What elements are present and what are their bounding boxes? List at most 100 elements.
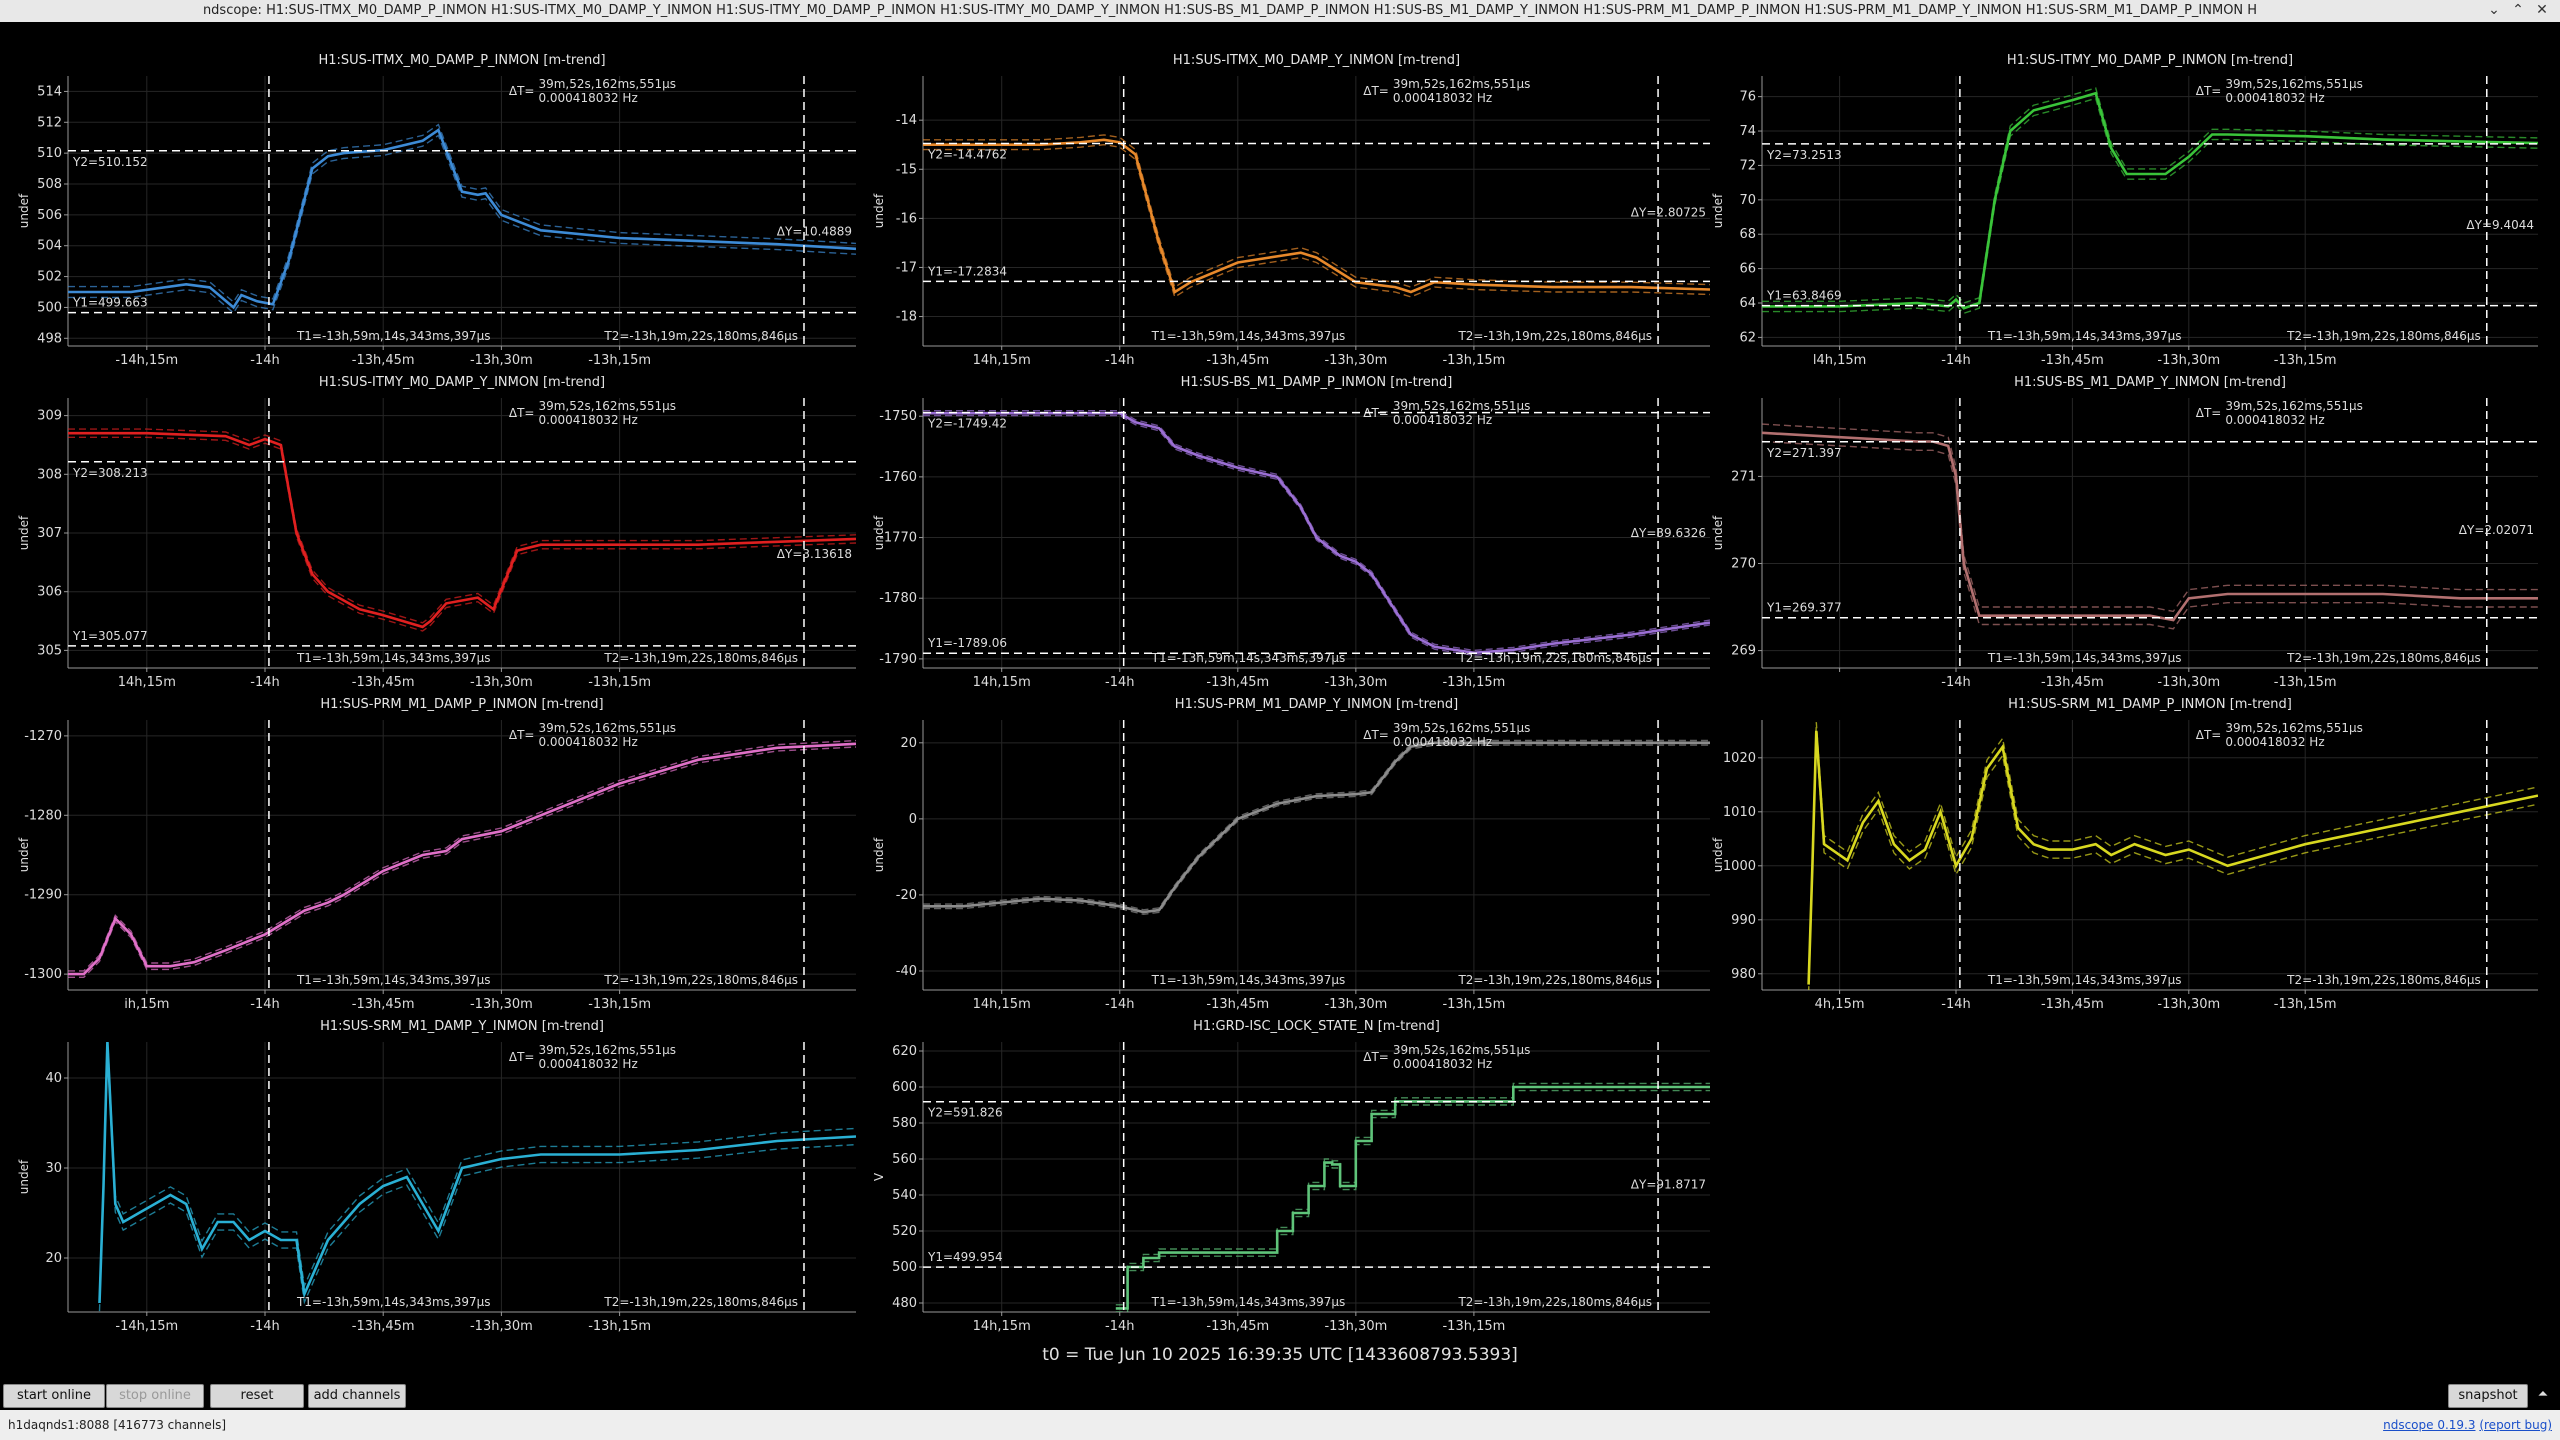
x-tick-label: -13h,45m bbox=[352, 353, 415, 368]
x-tick-label: -13h,45m bbox=[352, 1319, 415, 1334]
y-tick-label: 520 bbox=[892, 1224, 917, 1239]
add-channels-button[interactable]: add channels bbox=[308, 1384, 406, 1408]
y-tick-label: 66 bbox=[1739, 262, 1756, 277]
delta-y-label: ΔY=10.4889 bbox=[777, 225, 852, 239]
plot-panel-10[interactable]: H1:GRD-ISC_LOCK_STATE_N [m-trend] V 480 500… bbox=[872, 1019, 1710, 1334]
y-tick-label: -40 bbox=[896, 964, 917, 979]
y-axis-label: undef bbox=[872, 193, 886, 228]
channel-count: [416773 channels] bbox=[113, 1418, 227, 1432]
x-tick-label: -13h,15m bbox=[588, 997, 651, 1012]
delta-t-frequency: 0.000418032 Hz bbox=[1393, 735, 1492, 749]
x-tick-label: 4h,15m bbox=[1815, 997, 1865, 1012]
x-tick-label: -13h,45m bbox=[1206, 1319, 1269, 1334]
t1-cursor-label: T1=-13h,59m,14s,343ms,397μs bbox=[1151, 1295, 1346, 1309]
y2-cursor-label: Y2=510.152 bbox=[72, 155, 148, 169]
plot-panel-2[interactable]: H1:SUS-ITMY_M0_DAMP_P_INMON [m-trend] und… bbox=[1711, 53, 2538, 368]
delta-t-value: 39m,52s,162ms,551μs bbox=[538, 77, 676, 91]
minimize-icon[interactable]: ⌄ bbox=[2488, 2, 2500, 18]
y-tick-label: -14 bbox=[896, 113, 917, 128]
trace-max bbox=[923, 739, 1710, 911]
x-tick-label: -13h,30m bbox=[1324, 675, 1387, 690]
y-tick-label: 1020 bbox=[1723, 751, 1756, 766]
close-icon[interactable]: ✕ bbox=[2536, 2, 2548, 18]
delta-t-frequency: 0.000418032 Hz bbox=[538, 413, 637, 427]
t2-cursor-label: T2=-13h,19m,22s,180ms,846μs bbox=[603, 651, 798, 665]
snapshot-button[interactable]: snapshot bbox=[2448, 1384, 2528, 1408]
x-tick-label: -13h,30m bbox=[470, 353, 533, 368]
trace-group bbox=[1762, 423, 2538, 630]
plot-panel-3[interactable]: H1:SUS-ITMY_M0_DAMP_Y_INMON [m-trend] und… bbox=[17, 375, 856, 690]
plot-panel-5[interactable]: H1:SUS-BS_M1_DAMP_Y_INMON [m-trend] undef… bbox=[1711, 375, 2538, 690]
trace-min bbox=[68, 436, 856, 632]
y-tick-label: -16 bbox=[896, 211, 917, 226]
delta-t-value: 39m,52s,162ms,551μs bbox=[1393, 399, 1531, 413]
y-tick-label: 502 bbox=[37, 270, 62, 285]
delta-t-label: ΔT= bbox=[1363, 84, 1389, 98]
y-tick-label: 0 bbox=[909, 812, 917, 827]
y-tick-label: 306 bbox=[37, 585, 62, 600]
y-tick-label: 580 bbox=[892, 1116, 917, 1131]
delta-t-frequency: 0.000418032 Hz bbox=[1393, 91, 1492, 105]
plot-panel-6[interactable]: H1:SUS-PRM_M1_DAMP_P_INMON [m-trend] unde… bbox=[17, 697, 856, 1012]
x-tick-label: -14h,15m bbox=[115, 353, 178, 368]
plot-panel-1[interactable]: H1:SUS-ITMX_M0_DAMP_Y_INMON [m-trend] und… bbox=[872, 53, 1710, 368]
reset-button[interactable]: reset bbox=[210, 1384, 304, 1408]
expand-icon[interactable]: ⏶ bbox=[2532, 1384, 2554, 1406]
version-link[interactable]: ndscope 0.19.3 bbox=[2383, 1418, 2476, 1432]
plot-panel-9[interactable]: H1:SUS-SRM_M1_DAMP_Y_INMON [m-trend] unde… bbox=[17, 1019, 856, 1334]
trace-min bbox=[68, 746, 856, 978]
delta-t-frequency: 0.000418032 Hz bbox=[1393, 413, 1492, 427]
x-tick-label: -13h,15m bbox=[1442, 675, 1505, 690]
plot-canvas[interactable]: H1:SUS-ITMX_M0_DAMP_P_INMON [m-trend] und… bbox=[0, 22, 2560, 1382]
trace-max bbox=[1115, 1082, 1710, 1306]
plot-title: H1:SUS-ITMX_M0_DAMP_P_INMON [m-trend] bbox=[318, 53, 605, 68]
trace-min bbox=[923, 143, 1710, 298]
delta-t-value: 39m,52s,162ms,551μs bbox=[538, 399, 676, 413]
delta-y-label: ΔY=2.80725 bbox=[1631, 205, 1706, 219]
t1-cursor-label: T1=-13h,59m,14s,343ms,397μs bbox=[1151, 973, 1346, 987]
y-tick-label: 270 bbox=[1731, 556, 1756, 571]
t2-cursor-label: T2=-13h,19m,22s,180ms,846μs bbox=[603, 1295, 798, 1309]
x-tick-label: 14h,15m bbox=[118, 675, 176, 690]
t2-cursor-label: T2=-13h,19m,22s,180ms,846μs bbox=[1457, 329, 1652, 343]
y2-cursor-label: Y2=-14.4762 bbox=[927, 148, 1007, 162]
trace-max bbox=[1762, 423, 2538, 613]
trace-max bbox=[923, 410, 1710, 652]
start-online-button[interactable]: start online bbox=[3, 1384, 105, 1408]
plot-panel-7[interactable]: H1:SUS-PRM_M1_DAMP_Y_INMON [m-trend] unde… bbox=[872, 697, 1710, 1012]
t1-cursor-label: T1=-13h,59m,14s,343ms,397μs bbox=[296, 973, 491, 987]
delta-t-value: 39m,52s,162ms,551μs bbox=[1393, 721, 1531, 735]
plot-panel-4[interactable]: H1:SUS-BS_M1_DAMP_P_INMON [m-trend] undef… bbox=[872, 375, 1710, 690]
y1-cursor-label: Y1=-1789.06 bbox=[927, 636, 1007, 650]
delta-t-value: 39m,52s,162ms,551μs bbox=[2225, 77, 2363, 91]
trace-max bbox=[68, 123, 856, 304]
plot-panel-0[interactable]: H1:SUS-ITMX_M0_DAMP_P_INMON [m-trend] und… bbox=[17, 53, 856, 368]
trace-min bbox=[68, 134, 856, 314]
trace-mean bbox=[923, 138, 1710, 294]
delta-t-frequency: 0.000418032 Hz bbox=[2225, 735, 2324, 749]
x-tick-label: -13h,15m bbox=[1442, 1319, 1505, 1334]
t1-cursor-label: T1=-13h,59m,14s,343ms,397μs bbox=[296, 329, 491, 343]
trace-group bbox=[1762, 87, 2538, 315]
x-tick-label: -14h bbox=[1941, 353, 1970, 368]
trace-min bbox=[923, 414, 1710, 657]
y-tick-label: -17 bbox=[896, 260, 917, 275]
t1-cursor-label: T1=-13h,59m,14s,343ms,397μs bbox=[1987, 329, 2182, 343]
maximize-icon[interactable]: ⌃ bbox=[2512, 2, 2524, 18]
plot-panel-8[interactable]: H1:SUS-SRM_M1_DAMP_P_INMON [m-trend] unde… bbox=[1711, 697, 2538, 1012]
trace-max bbox=[98, 1042, 856, 1295]
delta-t-value: 39m,52s,162ms,551μs bbox=[2225, 721, 2363, 735]
stop-online-button[interactable]: stop online bbox=[106, 1384, 204, 1408]
y-tick-label: 68 bbox=[1739, 227, 1756, 242]
y-tick-label: 20 bbox=[45, 1251, 62, 1266]
trace-mean bbox=[1762, 91, 2538, 310]
t2-cursor-label: T2=-13h,19m,22s,180ms,846μs bbox=[1457, 973, 1652, 987]
delta-t-label: ΔT= bbox=[2196, 406, 2222, 420]
report-bug-link[interactable]: (report bug) bbox=[2479, 1418, 2552, 1432]
t2-cursor-label: T2=-13h,19m,22s,180ms,846μs bbox=[1457, 651, 1652, 665]
y2-cursor-label: Y2=73.2513 bbox=[1766, 148, 1842, 162]
y-tick-label: 309 bbox=[37, 409, 62, 424]
plot-title: H1:GRD-ISC_LOCK_STATE_N [m-trend] bbox=[1193, 1019, 1440, 1034]
y-tick-label: 64 bbox=[1739, 296, 1756, 311]
plot-title: H1:SUS-SRM_M1_DAMP_Y_INMON [m-trend] bbox=[320, 1019, 604, 1034]
